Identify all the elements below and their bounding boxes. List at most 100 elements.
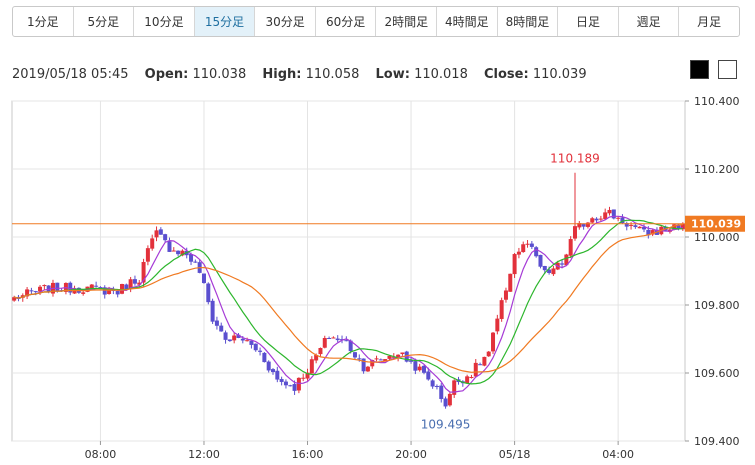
candle-body [598, 218, 603, 220]
tab-timeframe-0[interactable]: 1分足 [13, 7, 74, 36]
candle-body [417, 366, 422, 371]
candle-body [344, 340, 349, 342]
candle-body [29, 290, 34, 292]
candle-body [374, 358, 379, 360]
candle-body [38, 286, 43, 292]
candle-body [434, 385, 439, 387]
candle-body [115, 291, 120, 295]
candle-body [98, 287, 103, 289]
candle-body [137, 282, 142, 285]
x-tick-label: 20:00 [395, 448, 427, 461]
timeframe-tabs: 1分足 5分足 10分足 15分足 30分足 60分足 2時間足 4時間足 8時間足 日足 週足 月足 [12, 6, 740, 37]
candle-body [551, 268, 556, 275]
low-value: 110.018 [414, 67, 468, 82]
candles-group [12, 172, 685, 409]
plot-frame [11, 100, 686, 442]
candle-body [577, 222, 582, 228]
tab-timeframe-3[interactable]: 15分足 [194, 7, 256, 36]
candle-body [33, 291, 38, 293]
candle-body [120, 283, 125, 294]
tab-timeframe-10[interactable]: 週足 [619, 7, 680, 36]
candle-body [89, 284, 94, 289]
x-tick-label: 04:00 [602, 448, 634, 461]
candle-body [240, 338, 245, 341]
candle-body [525, 243, 530, 245]
candle-body [383, 359, 388, 362]
candle-body [180, 250, 185, 256]
tab-timeframe-6[interactable]: 2時間足 [376, 7, 438, 36]
theme-black-swatch[interactable] [690, 60, 709, 79]
candle-body [452, 380, 457, 395]
tab-timeframe-9[interactable]: 日足 [558, 7, 619, 36]
tab-timeframe-8[interactable]: 8時間足 [498, 7, 559, 36]
close-value: 110.039 [532, 67, 587, 82]
tab-timeframe-4[interactable]: 30分足 [255, 7, 316, 36]
x-tick-label: 08:00 [85, 448, 117, 461]
candle-body [262, 352, 267, 363]
y-tick-label: 110.000 [694, 231, 740, 244]
candle-body [305, 372, 310, 379]
tab-timeframe-11[interactable]: 月足 [697, 15, 722, 29]
open-value: 110.038 [192, 67, 247, 82]
candle-body [581, 223, 586, 227]
candle-body [624, 223, 629, 227]
candle-body [150, 238, 155, 249]
candle-body [396, 354, 401, 358]
low-label: Low: [375, 67, 410, 82]
candle-body [400, 352, 405, 355]
candle-body [478, 364, 483, 366]
x-tick-label: 16:00 [292, 448, 324, 461]
tab-timeframe-1[interactable]: 5分足 [74, 7, 135, 36]
candle-body [301, 377, 306, 379]
candle-body [672, 224, 677, 230]
candle-body [447, 393, 452, 406]
close-label: Close: [484, 67, 529, 82]
tab-timeframe-2[interactable]: 10分足 [134, 7, 195, 36]
candle-body [124, 284, 129, 289]
candle-body [421, 365, 426, 373]
candle-body [42, 285, 47, 287]
annotation-label: 110.189 [550, 152, 600, 166]
y-tick-label: 110.400 [694, 95, 740, 108]
candle-body [107, 289, 112, 295]
candle-body [201, 273, 206, 284]
annotation-label: 109.495 [421, 418, 471, 432]
candle-body [68, 282, 73, 293]
y-tick-label: 109.400 [694, 435, 740, 448]
candle-body [292, 384, 297, 391]
high-value: 110.058 [305, 67, 360, 82]
candle-body [227, 339, 232, 342]
candle-body [296, 377, 301, 391]
candle-body [167, 241, 172, 252]
candle-body [249, 340, 254, 345]
candle-body [223, 332, 228, 340]
tab-timeframe-7[interactable]: 4時間足 [437, 7, 498, 36]
candle-body [443, 398, 448, 407]
candle-body [680, 223, 685, 230]
candle-body [288, 385, 293, 387]
candle-body [650, 230, 655, 235]
candle-body [594, 218, 599, 221]
current-price-label: 110.039 [691, 218, 741, 231]
candle-body [611, 209, 616, 219]
candle-body [568, 239, 573, 256]
tab-timeframe-5[interactable]: 60分足 [316, 7, 377, 36]
candle-body [361, 358, 366, 372]
candle-body [538, 254, 543, 267]
y-tick-label: 110.200 [694, 163, 740, 176]
candle-body [132, 279, 137, 284]
theme-white-swatch[interactable] [718, 60, 737, 79]
candle-body [327, 338, 332, 340]
candle-body [378, 359, 383, 361]
candle-body [352, 352, 357, 358]
candle-body [603, 212, 608, 220]
high-label: High: [262, 67, 302, 82]
candle-body [512, 254, 517, 275]
candle-body [521, 244, 526, 253]
candle-body [426, 371, 431, 380]
candle-body [232, 335, 237, 341]
candle-body [318, 348, 323, 355]
candle-body [158, 229, 163, 235]
candle-body [163, 234, 168, 241]
